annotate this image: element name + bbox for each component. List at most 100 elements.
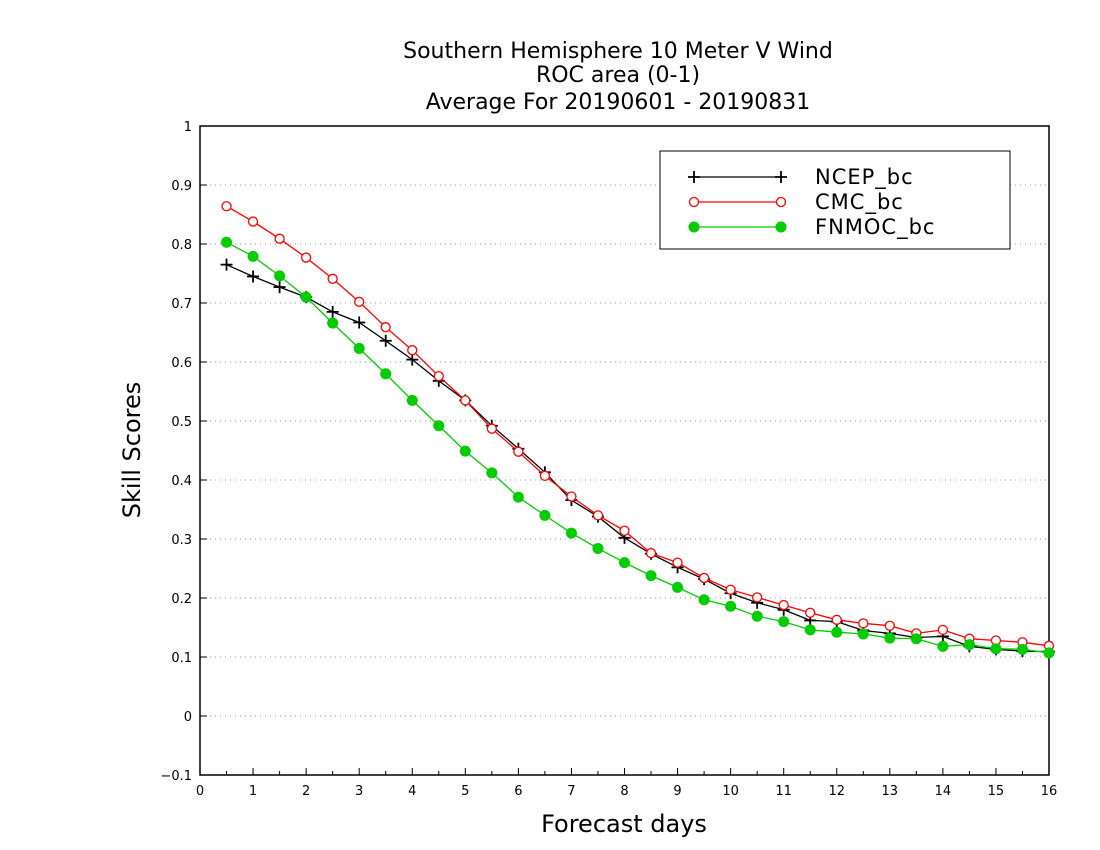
series-point-cmc-bc-4 (327, 273, 338, 284)
legend-label-ncep-bc: NCEP_bc (815, 165, 914, 190)
x-tick-label-7: 7 (567, 784, 575, 799)
legend-label-fnmoc-bc: FNMOC_bc (815, 215, 935, 240)
series-point-cmc-bc-14 (592, 510, 604, 521)
series-point-fnmoc-bc-28 (963, 639, 975, 651)
series-point-cmc-bc-18 (698, 572, 710, 584)
y-tick-label-5: 0.4 (171, 474, 192, 489)
series-point-cmc-bc-24 (858, 618, 869, 629)
y-tick-label-9: 0.8 (171, 238, 192, 253)
series-point-fnmoc-bc-12 (539, 509, 551, 521)
series-line-cmc-bc (226, 205, 1050, 647)
x-tick-label-16: 16 (1041, 784, 1058, 799)
series-point-ncep-bc-2 (273, 281, 286, 294)
x-tick-label-0: 0 (196, 784, 204, 799)
x-tick-label-10: 10 (722, 784, 739, 799)
chart-title-line-2: ROC area (0-1) (536, 63, 700, 88)
series-point-cmc-bc-27 (937, 624, 949, 636)
series-point-fnmoc-bc-25 (884, 632, 896, 644)
chart-title-line-1: Southern Hemisphere 10 Meter V Wind (403, 39, 833, 64)
series-point-cmc-bc-12 (539, 470, 551, 482)
series-point-fnmoc-bc-26 (910, 633, 922, 645)
x-tick-label-15: 15 (988, 784, 1005, 799)
series-point-cmc-bc-6 (380, 322, 391, 333)
series-layer (220, 201, 1055, 659)
y-tick-label-1: 0 (184, 710, 192, 725)
x-tick-label-5: 5 (461, 784, 469, 799)
series-point-cmc-bc-1 (247, 216, 259, 227)
series-point-cmc-bc-0 (221, 201, 232, 212)
series-point-cmc-bc-10 (486, 423, 497, 434)
legend-marker-end-ncep-bc (775, 171, 787, 183)
series-point-fnmoc-bc-16 (645, 570, 657, 582)
series-point-fnmoc-bc-7 (406, 394, 418, 406)
series-point-ncep-bc-7 (406, 353, 419, 366)
series-point-fnmoc-bc-24 (857, 628, 869, 640)
series-point-ncep-bc-1 (247, 270, 260, 283)
series-point-fnmoc-bc-14 (592, 542, 604, 554)
series-point-fnmoc-bc-17 (672, 581, 684, 593)
series-point-cmc-bc-17 (672, 557, 683, 568)
series-point-cmc-bc-22 (805, 607, 816, 618)
series-point-fnmoc-bc-0 (221, 236, 233, 248)
legend-box (659, 150, 1011, 250)
x-tick-label-11: 11 (775, 784, 792, 799)
series-point-fnmoc-bc-11 (512, 491, 524, 503)
legend-marker-end-fnmoc-bc (775, 221, 787, 233)
y-tick-label-4: 0.3 (171, 533, 192, 548)
series-point-fnmoc-bc-30 (1016, 643, 1028, 655)
series-point-fnmoc-bc-1 (247, 250, 259, 262)
series-point-fnmoc-bc-21 (778, 616, 790, 628)
series-point-cmc-bc-2 (274, 233, 285, 244)
y-tick-label-11: 1 (184, 120, 192, 135)
series-point-fnmoc-bc-8 (433, 420, 445, 432)
x-axis-label: Forecast days (541, 810, 707, 838)
y-tick-label-2: 0.1 (171, 651, 192, 666)
series-point-fnmoc-bc-23 (831, 626, 843, 638)
x-tick-label-12: 12 (828, 784, 845, 799)
series-point-cmc-bc-15 (619, 525, 630, 536)
series-point-fnmoc-bc-2 (274, 270, 286, 282)
series-point-fnmoc-bc-5 (353, 342, 365, 354)
series-point-fnmoc-bc-31 (1043, 647, 1055, 659)
x-tick-label-8: 8 (620, 784, 628, 799)
series-point-fnmoc-bc-13 (565, 527, 577, 539)
series-point-cmc-bc-3 (300, 252, 312, 263)
series-point-fnmoc-bc-19 (725, 600, 737, 612)
legend-marker-end-cmc-bc (775, 196, 787, 208)
series-point-cmc-bc-9 (460, 395, 471, 406)
series-point-cmc-bc-20 (752, 592, 763, 603)
grid-lines (200, 184, 1049, 717)
series-point-fnmoc-bc-29 (990, 643, 1002, 655)
x-tick-label-2: 2 (302, 784, 310, 799)
x-tick-label-3: 3 (355, 784, 363, 799)
y-tick-label-3: 0.2 (171, 592, 192, 607)
series-point-ncep-bc-6 (379, 334, 392, 347)
series-line-fnmoc-bc (226, 241, 1050, 654)
axis-ticks: −0.100.10.20.30.40.50.60.70.80.910 1 2 3 4 5 6… (160, 120, 1057, 799)
series-point-ncep-bc-4 (326, 305, 339, 318)
y-tick-label-0: −0.1 (160, 769, 192, 784)
series-point-cmc-bc-13 (566, 491, 577, 502)
series-point-cmc-bc-5 (354, 296, 365, 307)
series-point-cmc-bc-23 (831, 614, 842, 625)
plot-frame (199, 125, 1050, 776)
y-tick-label-10: 0.9 (171, 179, 192, 194)
series-point-ncep-bc-5 (353, 316, 366, 329)
series-point-cmc-bc-8 (433, 371, 444, 382)
series-point-fnmoc-bc-27 (937, 640, 949, 652)
series-point-fnmoc-bc-20 (751, 610, 763, 622)
series-point-fnmoc-bc-10 (486, 467, 498, 479)
x-tick-label-1: 1 (249, 784, 257, 799)
legend-marker-start-cmc-bc (688, 196, 700, 208)
series-point-fnmoc-bc-3 (300, 291, 312, 303)
series-point-fnmoc-bc-15 (619, 557, 630, 569)
series-point-ncep-bc-0 (220, 258, 233, 271)
chart-title-line-3: Average For 20190601 - 20190831 (426, 90, 811, 115)
legend-marker-start-ncep-bc (688, 171, 700, 183)
series-point-cmc-bc-19 (725, 584, 736, 595)
series-point-fnmoc-bc-18 (698, 594, 710, 606)
y-tick-label-6: 0.5 (171, 415, 192, 430)
y-axis-label: Skill Scores (118, 382, 146, 519)
